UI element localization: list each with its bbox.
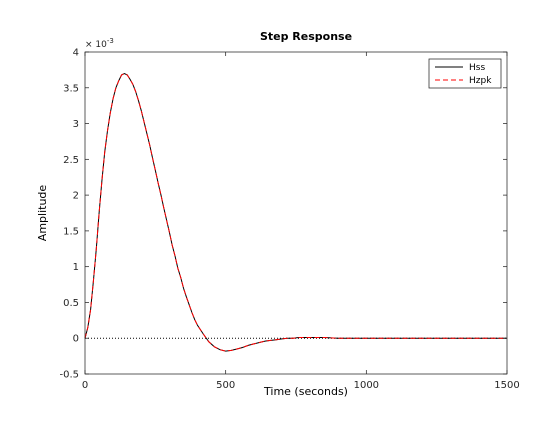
y-axis-label: Amplitude: [36, 185, 49, 242]
y-tick-label: 4: [73, 48, 79, 59]
y-tick-label: 3.5: [63, 83, 79, 94]
y-tick-label: 0: [73, 334, 79, 345]
x-tick-label: 1000: [354, 380, 379, 391]
legend: Hss Hzpk: [428, 58, 502, 89]
legend-label-hzpk: Hzpk: [469, 76, 492, 86]
chart-title: Step Response: [260, 30, 352, 43]
legend-box: [428, 58, 502, 89]
y-tick-label: 0.5: [63, 298, 79, 309]
y-tick-label: 1: [73, 262, 79, 273]
x-axis-label: Time (seconds): [263, 385, 348, 398]
y-tick-label: 3: [73, 119, 79, 130]
y-tick-label: -0.5: [59, 370, 79, 381]
y-exponent-power: -3: [107, 37, 114, 45]
y-tick-label: 2: [73, 191, 79, 202]
axes-background: [85, 52, 507, 374]
plot-layer: [84, 72, 507, 352]
tick-layer: 0 500 1000 1500-0.500.511.522.533.54: [59, 48, 519, 392]
legend-label-hss: Hss: [469, 63, 485, 73]
y-exponent-label: × 10-3: [85, 37, 114, 50]
y-tick-label: 2.5: [63, 155, 79, 166]
series-line-hzpk: [84, 72, 507, 352]
x-tick-label: 1500: [494, 380, 519, 391]
y-tick-label: 1.5: [63, 226, 79, 237]
axes-box: [84, 51, 508, 375]
x-tick-label: 500: [216, 380, 235, 391]
y-exponent-base: × 10: [85, 40, 107, 50]
x-tick-label: 0: [82, 380, 88, 391]
